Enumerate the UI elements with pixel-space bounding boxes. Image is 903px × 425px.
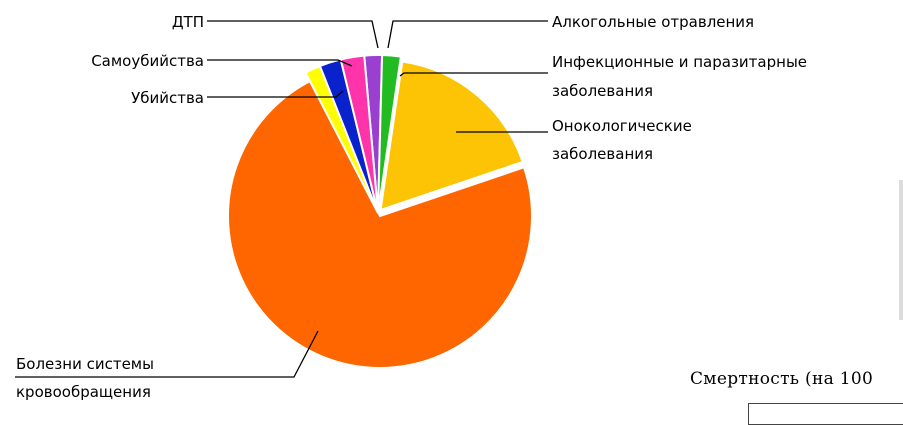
pie-slice-6 <box>339 54 379 214</box>
table-caption: Смертность (на 100 <box>690 369 874 389</box>
leader-line-murder <box>207 90 344 98</box>
mortality-pie-chart: ДТП Самоубийства Убийства Алкогольные от… <box>15 13 807 401</box>
label-murder: Убийства <box>131 89 204 107</box>
label-dtp: ДТП <box>172 13 204 31</box>
pie-slices <box>227 54 533 369</box>
pie-slice-1 <box>377 54 402 214</box>
table-frame <box>748 403 903 425</box>
label-alcohol: Алкогольные отравления <box>552 13 754 31</box>
label-cardio-line1: Болезни системы <box>16 355 154 373</box>
label-cardio-line2: кровообращения <box>16 383 151 401</box>
leader-line-dtp <box>207 20 379 49</box>
pie-slice-3 <box>227 79 533 369</box>
label-infectious-line2: заболевания <box>552 82 653 100</box>
right-edge-fragment <box>899 180 903 320</box>
leader-line-alcohol <box>387 20 548 49</box>
leader-line-suicide <box>207 59 353 67</box>
label-oncology-line2: заболевания <box>552 145 653 163</box>
label-oncology-line1: Онокологические <box>552 117 692 135</box>
label-infectious-line1: Инфекционные и паразитарные <box>552 53 807 71</box>
label-suicide: Самоубийства <box>91 52 204 70</box>
pie-slice-2 <box>379 60 524 212</box>
leader-line-infectious <box>399 72 548 77</box>
leader-line-cardio <box>15 330 319 378</box>
